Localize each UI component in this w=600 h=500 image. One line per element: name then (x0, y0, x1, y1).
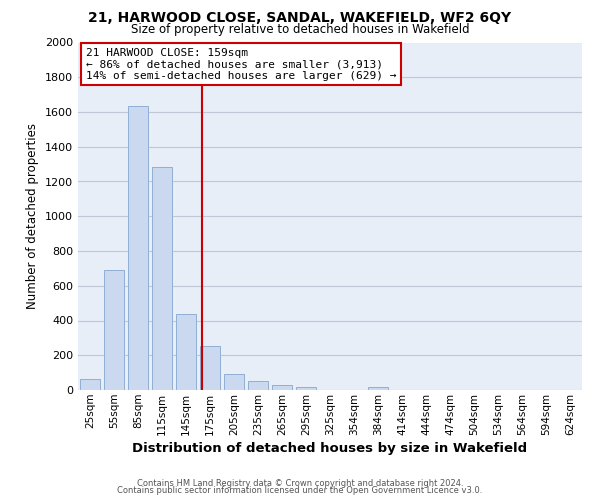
Bar (272, 385, 292, 390)
X-axis label: Distribution of detached houses by size in Wakefield: Distribution of detached houses by size … (133, 442, 527, 455)
Bar (176, 314, 196, 390)
Bar (128, 106, 148, 390)
Y-axis label: Number of detached properties: Number of detached properties (26, 123, 40, 309)
Bar (80, 378, 100, 390)
Text: Size of property relative to detached houses in Wakefield: Size of property relative to detached ho… (131, 22, 469, 36)
Bar (152, 166, 172, 390)
Bar (224, 374, 244, 390)
Text: 21, HARWOOD CLOSE, SANDAL, WAKEFIELD, WF2 6QY: 21, HARWOOD CLOSE, SANDAL, WAKEFIELD, WF… (88, 12, 512, 26)
Text: 21 HARWOOD CLOSE: 159sqm
← 86% of detached houses are smaller (3,913)
14% of sem: 21 HARWOOD CLOSE: 159sqm ← 86% of detach… (86, 48, 396, 81)
Text: Contains public sector information licensed under the Open Government Licence v3: Contains public sector information licen… (118, 486, 482, 495)
Bar (248, 381, 268, 390)
Text: Contains HM Land Registry data © Crown copyright and database right 2024.: Contains HM Land Registry data © Crown c… (137, 478, 463, 488)
Bar (200, 346, 220, 390)
Bar (368, 388, 388, 390)
Bar (104, 270, 124, 390)
Bar (296, 386, 316, 390)
